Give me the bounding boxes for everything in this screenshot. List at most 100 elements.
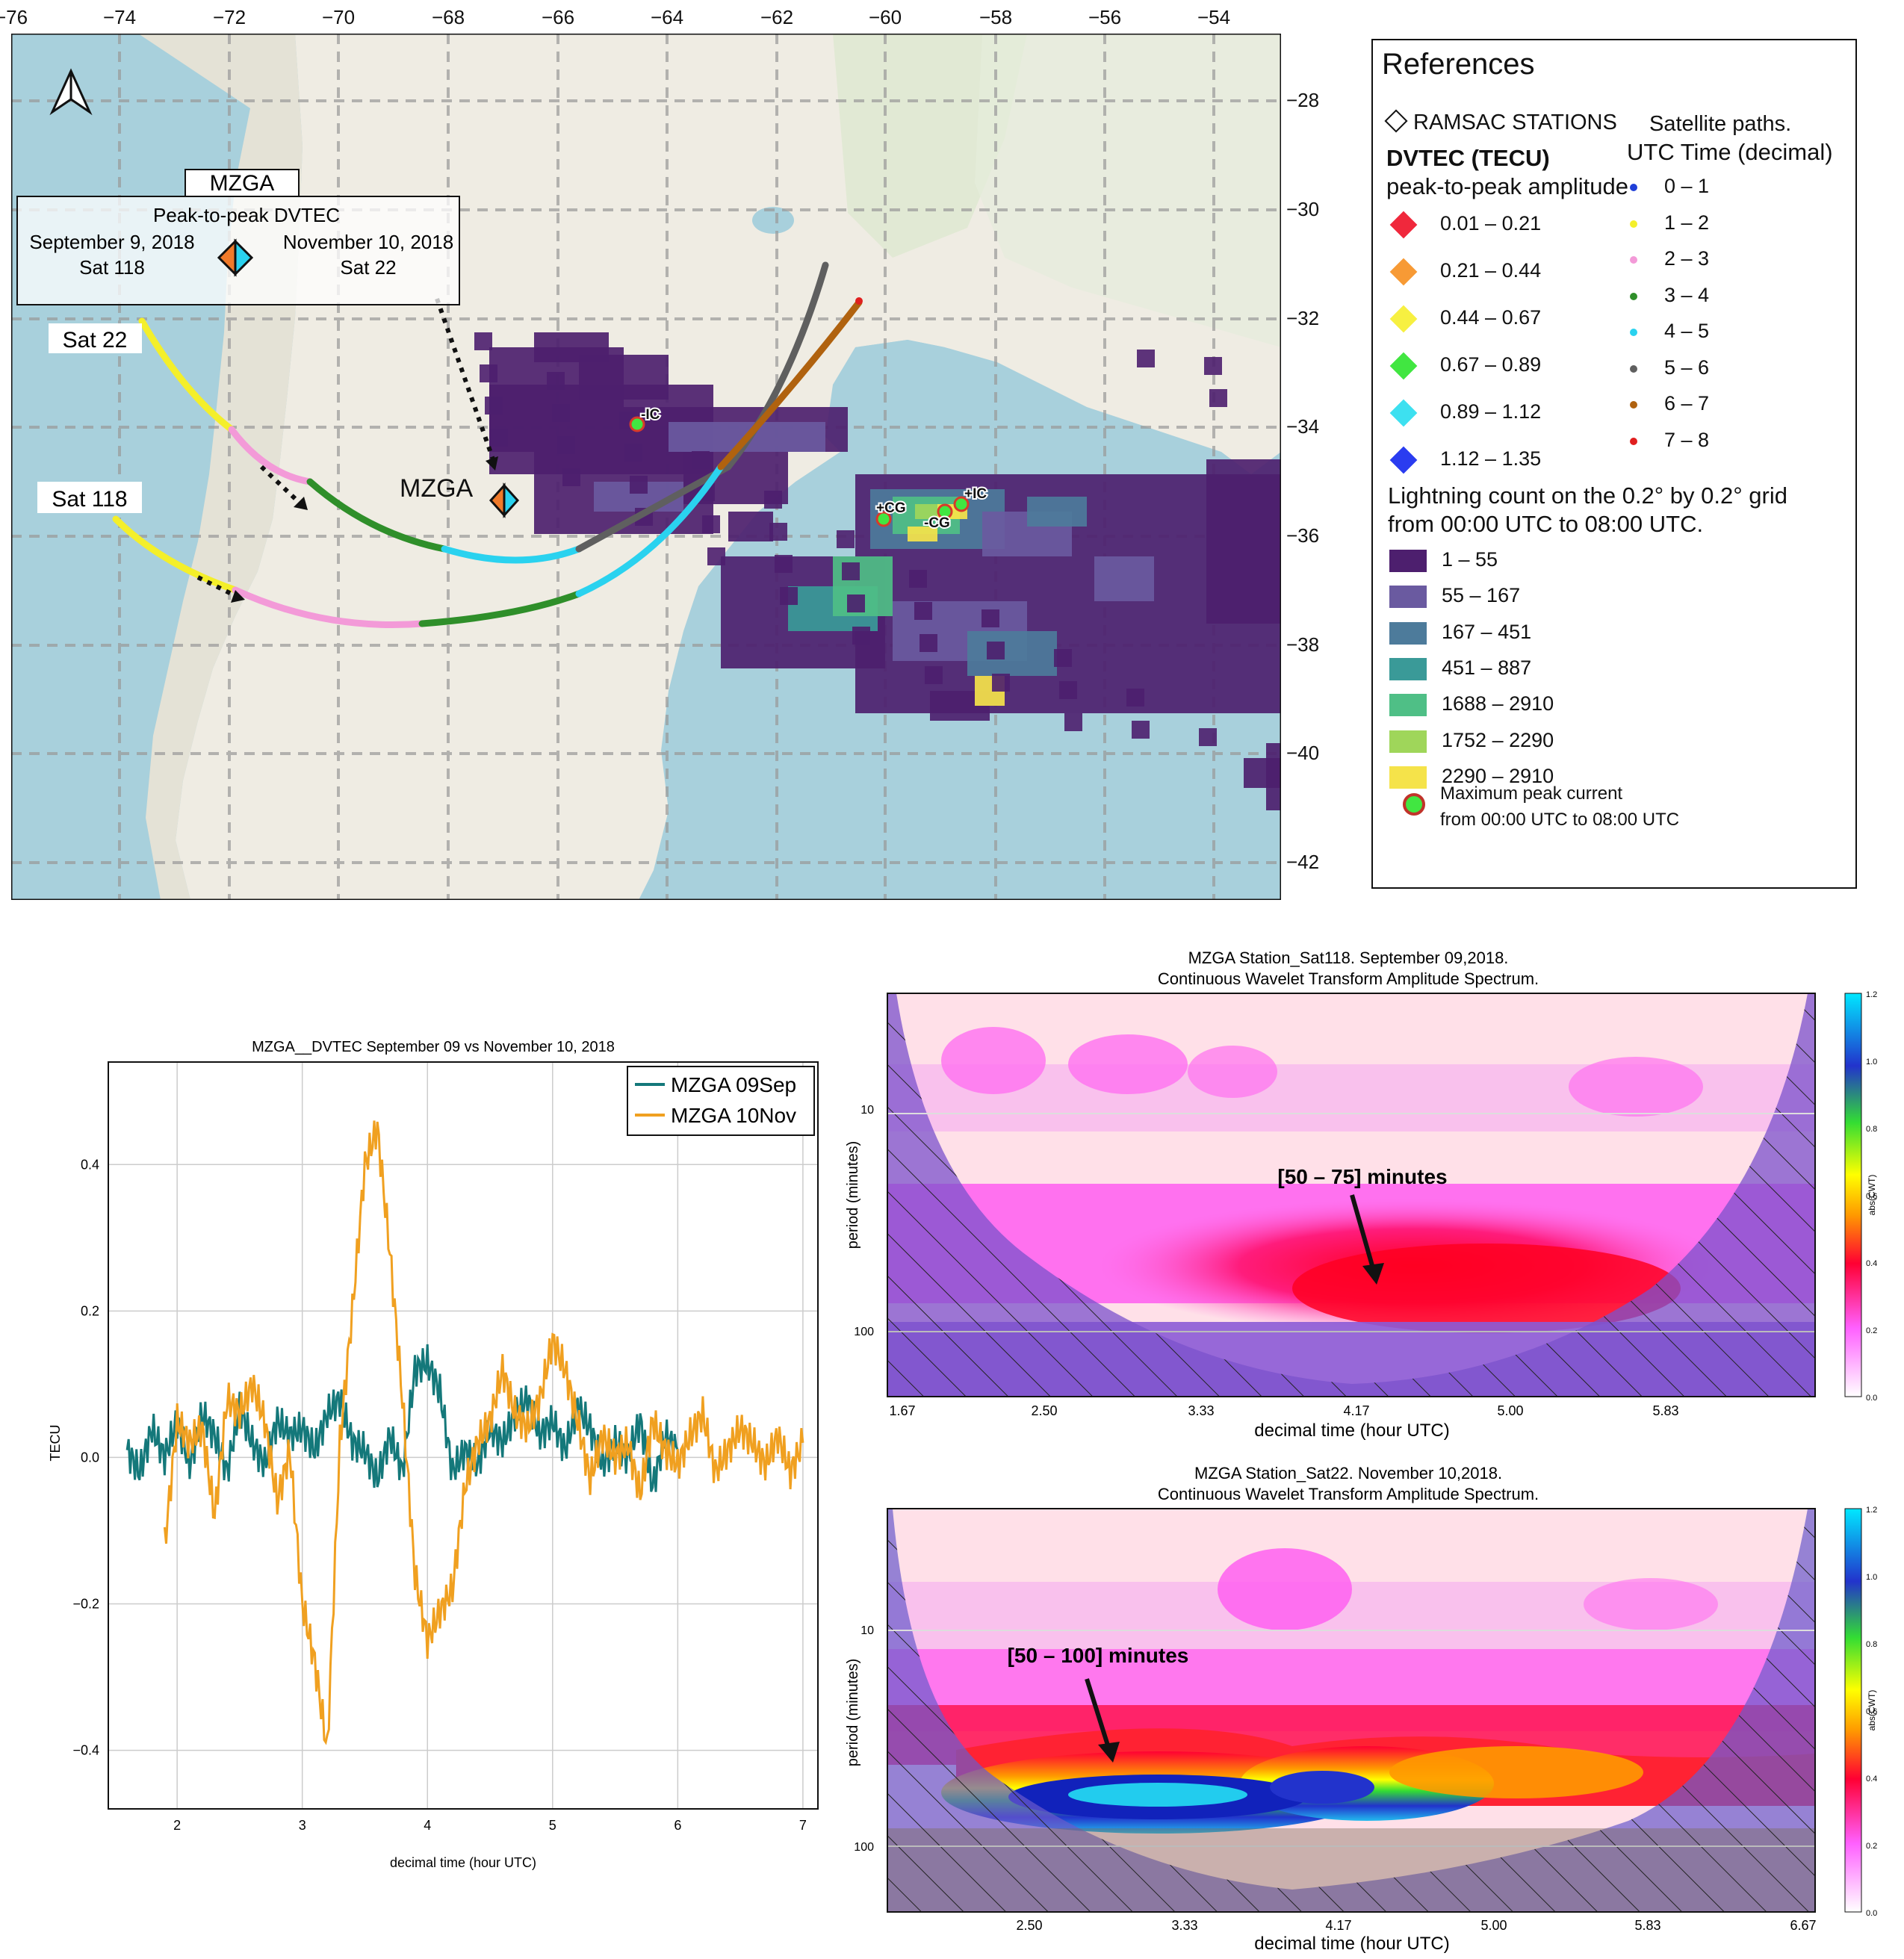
cwt2-cbar-tick: 1.0 (1866, 1573, 1877, 1582)
utc-class-label: 3 – 4 (1664, 283, 1710, 306)
lightning-class-label: 1 – 55 (1442, 548, 1498, 571)
utc-dot-icon (1630, 184, 1637, 191)
inset-right-sat: Sat 22 (340, 256, 396, 279)
utc-class-label: 4 – 5 (1664, 320, 1710, 342)
inset-right-date: November 10, 2018 (283, 231, 453, 253)
lon-tick-label: −76 (0, 6, 28, 28)
dvtec-legend-subtitle: peak-to-peak amplitude (1386, 173, 1628, 199)
lightning-class-label: 1752 – 2290 (1442, 728, 1554, 751)
cwt-panel-sat22: MZGA Station_Sat22. November 10,2018. Co… (844, 1455, 1882, 1955)
cwt1-cbar-tick: 0.8 (1866, 1125, 1877, 1134)
dvtec-class-label: 0.01 – 0.21 (1440, 212, 1542, 235)
cwt2-title-2: Continuous Wavelet Transform Amplitude S… (1158, 1485, 1539, 1503)
lightning-swatch (1389, 657, 1427, 680)
arrowheads (231, 456, 498, 603)
dvtec-class-label: 1.12 – 1.35 (1440, 447, 1542, 470)
lightning-swatch (1389, 694, 1427, 717)
lightning-swatch (1389, 730, 1427, 753)
mzga-box-label: MZGA (210, 171, 275, 196)
dvtec-class-label: 0.44 – 0.67 (1440, 306, 1542, 329)
cwt2-xtick-label: 5.00 (1480, 1918, 1507, 1933)
lightning-class-label: 55 – 167 (1442, 584, 1521, 607)
lon-tick-label: −74 (102, 6, 137, 28)
dvtec-series-line-1 (163, 1120, 804, 1745)
dvtec-legend-nov: MZGA 10Nov (671, 1104, 796, 1127)
ramsac-legend-row: RAMSAC STATIONS (1384, 109, 1617, 135)
flash-label-ic-neg: -IC (641, 407, 660, 423)
inset-diamond (217, 238, 254, 277)
references-legend: References RAMSAC STATIONS Satellite pat… (1371, 39, 1857, 889)
cwt2-colorbar-ticks: 1.2 1.0 0.8 0.6 0.4 0.2 0.0 (1866, 1506, 1877, 1918)
dvtec-legend-title: DVTEC (TECU) (1386, 145, 1550, 171)
sat118-label: Sat 118 (52, 487, 127, 512)
dvtec-xtick-label: 5 (549, 1818, 556, 1833)
flash-markers (629, 416, 970, 527)
flash-label-cg-neg: -CG (924, 515, 950, 531)
cwt2-cbar-label: abs(CWT) (1867, 1690, 1877, 1731)
cwt1-xtick-label: 5.83 (1652, 1403, 1678, 1418)
cwt2-ytick-10: 10 (860, 1624, 874, 1637)
cwt1-colorbar (1844, 993, 1862, 1397)
cwt2-cbar-tick: 0.2 (1866, 1842, 1877, 1851)
cwt2-xtick-label: 3.33 (1171, 1918, 1197, 1933)
cwt2-cbar-tick: 0.6 (1866, 1707, 1877, 1716)
utc-dot-icon (1630, 401, 1637, 409)
cwt1-svg[interactable]: MZGA Station_Sat118. September 09,2018. … (844, 937, 1882, 1445)
dvtec-class-label: 0.21 – 0.44 (1440, 259, 1542, 282)
dvtec-ytick-label: 0.0 (81, 1450, 99, 1465)
cwt1-annotation: [50 – 75] minutes (1277, 1165, 1447, 1188)
dvtec-chart: MZGA__DVTEC September 09 vs November 10,… (37, 1031, 829, 1890)
utc-class-label: 5 – 6 (1664, 356, 1710, 379)
cwt1-ytick-10: 10 (860, 1104, 874, 1117)
lat-tick-label: −36 (1286, 524, 1320, 547)
lightning-class-label: 451 – 887 (1442, 656, 1532, 679)
lightning-swatch (1389, 621, 1427, 645)
cwt2-ytick-100: 100 (854, 1841, 874, 1854)
lon-tick-label: −56 (1088, 6, 1122, 28)
cwt1-annotation-arrow (1350, 1194, 1384, 1285)
cwt2-cbar-tick: 0.4 (1866, 1775, 1877, 1783)
lat-tick-label: −42 (1286, 851, 1320, 873)
cwt1-xlabel: decimal time (hour UTC) (1254, 1421, 1449, 1441)
map-panel: MZGA -IC +CG -CG +IC MZGA Peak-to-peak D… (10, 32, 1283, 901)
cwt2-xtick-label: 4.17 (1325, 1918, 1351, 1933)
utc-dot-icon (1630, 437, 1637, 445)
cwt1-xticks: 1.67 2.50 3.33 4.17 5.00 5.83 (889, 1403, 1678, 1418)
mzga-station-marker[interactable] (489, 482, 520, 518)
dvtec-ticks: 2 3 4 5 6 7 −0.4 −0.2 0.0 0.2 0.4 (72, 1157, 806, 1833)
map-svg[interactable]: MZGA -IC +CG -CG +IC MZGA Peak-to-peak D… (10, 32, 1283, 901)
dvtec-ytick-label: 0.2 (81, 1303, 99, 1318)
cwt-panel-sat118: MZGA Station_Sat118. September 09,2018. … (844, 937, 1882, 1445)
sat22-label: Sat 22 (63, 328, 128, 353)
utc-legend-title: UTC Time (decimal) (1627, 139, 1833, 165)
peak-current-icon (1403, 793, 1425, 816)
peak-current-line-2: from 00:00 UTC to 08:00 UTC (1440, 810, 1680, 830)
dvtec-legend: MZGA 09Sep MZGA 10Nov (627, 1066, 815, 1136)
inset-left-date: September 9, 2018 (29, 231, 194, 253)
utc-class-label: 6 – 7 (1664, 392, 1710, 415)
dvtec-plot-frame (108, 1061, 819, 1810)
cwt1-spectrum (887, 993, 1815, 1397)
map-vegetation-2 (975, 34, 1281, 347)
cwt2-annotation: [50 – 100] minutes (1008, 1644, 1189, 1667)
lon-tick-label: −64 (650, 6, 684, 28)
mzga-map-label: MZGA (400, 474, 474, 503)
utc-dot-icon (1630, 329, 1637, 336)
cwt1-cbar-tick: 0.4 (1866, 1259, 1877, 1268)
utc-dot-icon (1630, 364, 1637, 373)
cwt2-spectrum (887, 1509, 1815, 1912)
dvtec-class-label: 0.89 – 1.12 (1440, 400, 1542, 423)
cwt2-svg[interactable]: MZGA Station_Sat22. November 10,2018. Co… (844, 1455, 1882, 1955)
utc-class-label: 1 – 2 (1664, 211, 1710, 234)
dvtec-class-label: 0.67 – 0.89 (1440, 353, 1542, 376)
cwt1-ytick-100: 100 (854, 1326, 874, 1338)
dvtec-legend-sep: MZGA 09Sep (671, 1073, 796, 1096)
dvtec-ytick-label: −0.2 (72, 1596, 99, 1611)
dvtec-diamond-icon (1389, 258, 1418, 286)
dvtec-chart-svg[interactable]: MZGA__DVTEC September 09 vs November 10,… (37, 1031, 829, 1890)
cwt1-title-1: MZGA Station_Sat118. September 09,2018. (1188, 949, 1509, 967)
cwt2-xtick-label: 5.83 (1634, 1918, 1660, 1933)
cwt1-cbar-tick: 1.2 (1866, 990, 1877, 999)
lightning-class-label: 1688 – 2910 (1442, 692, 1554, 715)
dvtec-diamond-icon (1389, 446, 1418, 474)
